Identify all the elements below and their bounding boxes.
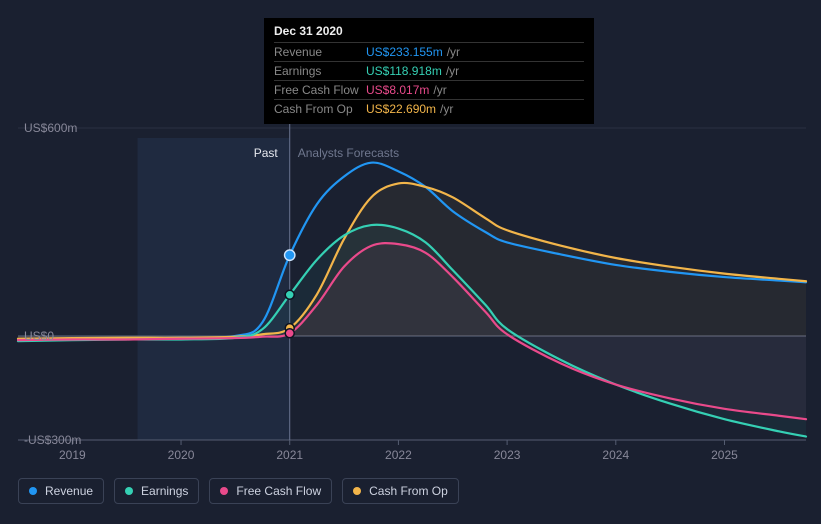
legend-label: Cash From Op (369, 484, 448, 498)
tooltip-unit: /yr (433, 83, 446, 97)
tooltip-unit: /yr (447, 45, 460, 59)
tooltip-metric-value: US$8.017m (366, 83, 429, 97)
legend-label: Earnings (141, 484, 188, 498)
legend-dot (220, 487, 228, 495)
tooltip-row: Free Cash FlowUS$8.017m/yr (274, 80, 584, 99)
free_cash_flow-marker (285, 329, 294, 338)
tooltip-metric-label: Free Cash Flow (274, 83, 366, 97)
legend-dot (353, 487, 361, 495)
legend-item-earnings[interactable]: Earnings (114, 478, 199, 504)
tooltip-metric-label: Cash From Op (274, 102, 366, 116)
tooltip-date: Dec 31 2020 (274, 24, 584, 42)
legend-label: Revenue (45, 484, 93, 498)
legend-item-revenue[interactable]: Revenue (18, 478, 104, 504)
tooltip-row: RevenueUS$233.155m/yr (274, 42, 584, 61)
tooltip-unit: /yr (446, 64, 459, 78)
tooltip-metric-value: US$22.690m (366, 102, 436, 116)
x-axis-label: 2023 (494, 448, 521, 462)
x-axis-label: 2021 (276, 448, 303, 462)
earnings-marker (285, 290, 294, 299)
y-axis-label: US$600m (24, 121, 77, 135)
legend-label: Free Cash Flow (236, 484, 321, 498)
tooltip-metric-value: US$233.155m (366, 45, 443, 59)
y-axis-label: US$0 (24, 329, 54, 343)
tooltip-unit: /yr (440, 102, 453, 116)
x-axis-label: 2020 (168, 448, 195, 462)
tooltip-row: EarningsUS$118.918m/yr (274, 61, 584, 80)
forecast-label: Analysts Forecasts (298, 146, 399, 160)
legend-item-free-cash-flow[interactable]: Free Cash Flow (209, 478, 332, 504)
legend: Revenue Earnings Free Cash Flow Cash From O… (18, 478, 459, 504)
tooltip-metric-value: US$118.918m (366, 64, 442, 78)
legend-dot (125, 487, 133, 495)
legend-dot (29, 487, 37, 495)
x-axis-label: 2019 (59, 448, 86, 462)
y-axis-label: -US$300m (24, 433, 81, 447)
x-axis-label: 2025 (711, 448, 738, 462)
x-axis-label: 2022 (385, 448, 412, 462)
chart-tooltip: Dec 31 2020 RevenueUS$233.155m/yrEarning… (264, 18, 594, 124)
past-label: Past (254, 146, 278, 160)
x-axis-label: 2024 (602, 448, 629, 462)
tooltip-metric-label: Earnings (274, 64, 366, 78)
tooltip-metric-label: Revenue (274, 45, 366, 59)
tooltip-row: Cash From OpUS$22.690m/yr (274, 99, 584, 118)
legend-item-cash-from-op[interactable]: Cash From Op (342, 478, 459, 504)
